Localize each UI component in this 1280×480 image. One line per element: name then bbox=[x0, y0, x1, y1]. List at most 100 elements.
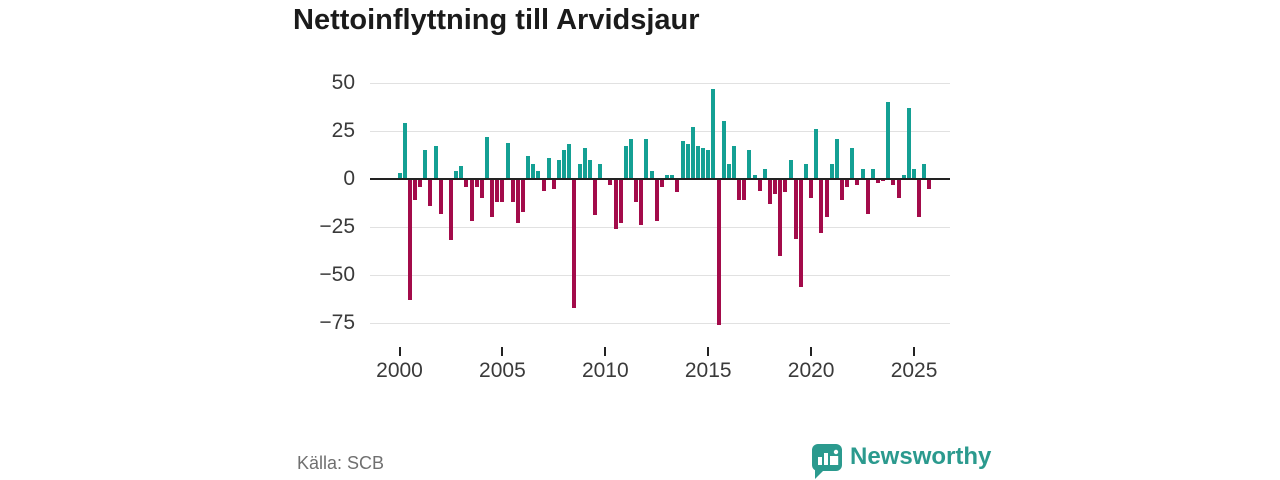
bar-positive bbox=[690, 127, 695, 179]
bar-negative bbox=[490, 179, 495, 218]
bar-negative bbox=[639, 179, 644, 226]
plot-area: 50 25 0 −25 −50 −75 2000 2005 2010 2015 2020 2025 bbox=[319, 71, 950, 382]
bar-negative bbox=[593, 179, 598, 216]
x-axis-label: 2010 bbox=[581, 359, 629, 382]
bar-positive bbox=[649, 171, 654, 179]
bar-positive bbox=[752, 175, 757, 179]
bar-positive bbox=[670, 175, 675, 179]
bar-negative bbox=[618, 179, 623, 224]
bar-negative bbox=[654, 179, 659, 222]
bar-positive bbox=[701, 148, 706, 179]
bar-positive bbox=[788, 159, 793, 179]
bar-negative bbox=[778, 179, 783, 256]
x-axis-label: 2020 bbox=[787, 359, 835, 382]
bar-negative bbox=[819, 179, 824, 233]
x-axis-tick bbox=[810, 347, 813, 356]
gridline bbox=[370, 275, 950, 276]
bar-negative bbox=[500, 179, 505, 203]
gridline bbox=[370, 323, 950, 324]
bar-negative bbox=[737, 179, 742, 201]
bar-positive bbox=[505, 142, 510, 179]
bar-negative bbox=[448, 179, 453, 241]
y-axis-label: −50 bbox=[319, 263, 355, 286]
bar-positive bbox=[747, 150, 752, 179]
bar-negative bbox=[675, 179, 680, 193]
bar-positive bbox=[546, 157, 551, 179]
x-axis-tick bbox=[604, 347, 607, 356]
source-label: Källa: SCB bbox=[297, 453, 385, 473]
bar-negative bbox=[464, 179, 469, 187]
bar-negative bbox=[608, 179, 613, 185]
x-axis-tick bbox=[913, 347, 916, 356]
bar-positive bbox=[731, 146, 736, 179]
bar-positive bbox=[912, 169, 917, 179]
bar-negative bbox=[773, 179, 778, 195]
newsworthy-bubble-chart-icon bbox=[812, 444, 842, 479]
bar-positive bbox=[402, 123, 407, 179]
bar-negative bbox=[716, 179, 721, 325]
bar-positive bbox=[886, 102, 891, 179]
y-axis-label: 50 bbox=[331, 71, 355, 94]
y-axis-label: −25 bbox=[319, 215, 355, 238]
bar-negative bbox=[783, 179, 788, 193]
logo-mini-bars-icon bbox=[818, 449, 839, 465]
bar-positive bbox=[423, 150, 428, 179]
bar-negative bbox=[572, 179, 577, 308]
bar-negative bbox=[845, 179, 850, 187]
x-axis-tick bbox=[501, 347, 504, 356]
bar-negative bbox=[659, 179, 664, 187]
bar-positive bbox=[598, 163, 603, 179]
bar-positive bbox=[829, 163, 834, 179]
bar-negative bbox=[474, 179, 479, 187]
bar-positive bbox=[860, 169, 865, 179]
bar-negative bbox=[634, 179, 639, 203]
bar-negative bbox=[407, 179, 412, 300]
bar-positive bbox=[706, 150, 711, 179]
bar-positive bbox=[459, 165, 464, 179]
bar-positive bbox=[665, 175, 670, 179]
bar-positive bbox=[536, 171, 541, 179]
bar-positive bbox=[901, 175, 906, 179]
bar-positive bbox=[557, 159, 561, 179]
bar-positive bbox=[685, 144, 690, 179]
bar-positive bbox=[762, 169, 767, 179]
x-axis-label: 2005 bbox=[479, 359, 526, 382]
bar-positive bbox=[397, 173, 402, 179]
bar-negative bbox=[757, 179, 762, 191]
bar-negative bbox=[495, 179, 500, 203]
bar-negative bbox=[767, 179, 772, 204]
bar-negative bbox=[428, 179, 433, 206]
bar-negative bbox=[479, 179, 484, 199]
bar-positive bbox=[680, 140, 685, 179]
bar-negative bbox=[876, 179, 881, 183]
bar-negative bbox=[896, 179, 901, 199]
bar-negative bbox=[510, 179, 515, 203]
bar-negative bbox=[520, 179, 525, 212]
bar-negative bbox=[412, 179, 417, 201]
bar-positive bbox=[567, 144, 572, 179]
bar-negative bbox=[855, 179, 860, 185]
bar-positive bbox=[433, 146, 438, 179]
bar-negative bbox=[613, 179, 618, 229]
bar-positive bbox=[834, 138, 839, 179]
bar-negative bbox=[793, 179, 798, 239]
x-axis-label: 2025 bbox=[890, 359, 938, 382]
bar-negative bbox=[515, 179, 520, 224]
x-axis-tick bbox=[398, 347, 401, 356]
bar-positive bbox=[870, 169, 875, 179]
bar-negative bbox=[742, 179, 747, 201]
bar-negative bbox=[917, 179, 922, 218]
gridline bbox=[370, 131, 950, 132]
bar-positive bbox=[726, 163, 731, 179]
bar-positive bbox=[582, 148, 587, 179]
bar-positive bbox=[922, 163, 927, 179]
gridline bbox=[370, 227, 950, 228]
y-axis-label: −75 bbox=[319, 311, 355, 334]
zero-baseline bbox=[370, 178, 950, 180]
bar-positive bbox=[814, 129, 819, 179]
bar-positive bbox=[623, 146, 628, 179]
bar-positive bbox=[562, 150, 567, 179]
bar-negative bbox=[824, 179, 829, 218]
bar-negative bbox=[865, 179, 870, 214]
